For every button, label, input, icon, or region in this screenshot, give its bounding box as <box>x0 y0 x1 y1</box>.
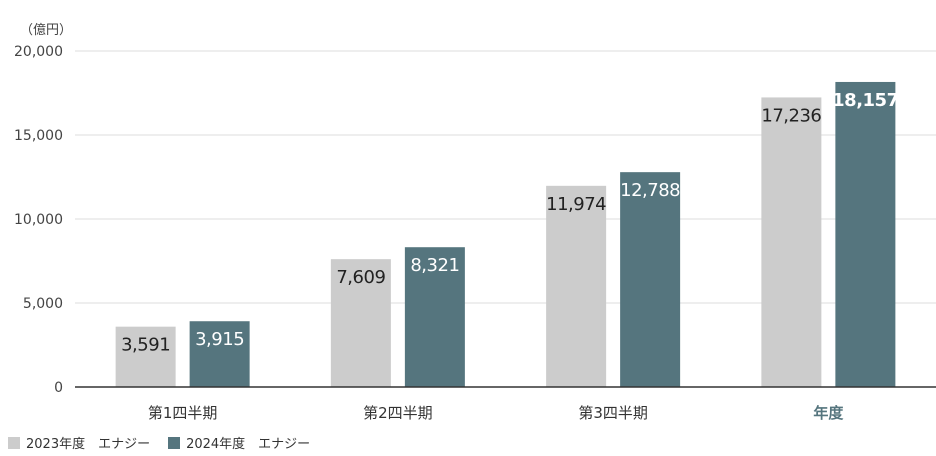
y-tick-label: 0 <box>54 380 63 396</box>
y-tick-label: 10,000 <box>14 212 63 228</box>
bar-2023-1 <box>330 259 391 387</box>
x-category-label: 第2四半期 <box>363 404 433 422</box>
legend-swatch-2023 <box>8 436 20 449</box>
bar-2024-3 <box>835 81 896 387</box>
legend-label-2024: 2024年度 エナジー <box>186 437 311 452</box>
bar-2024-0 <box>189 321 250 387</box>
legend-label-2023: 2023年度 エナジー <box>26 437 151 452</box>
bars <box>115 81 896 387</box>
data-label: 8,321 <box>410 255 459 276</box>
y-axis-ticks: 0 5,000 10,000 15,000 20,000 <box>14 44 63 396</box>
legend-swatch-2024 <box>168 436 181 449</box>
y-axis-unit-label: （億円） <box>20 22 72 38</box>
x-category-label: 第1四半期 <box>148 404 218 422</box>
y-tick-label: 20,000 <box>14 44 63 60</box>
data-labels: 3,591 3,915 7,609 8,321 11,974 12,788 17,236 18… <box>121 90 899 356</box>
data-label: 7,609 <box>336 267 385 288</box>
bar-2023-2 <box>546 185 607 387</box>
x-category-label: 年度 <box>813 404 844 422</box>
data-label: 3,915 <box>195 329 244 350</box>
data-label: 18,157 <box>832 90 898 111</box>
x-category-label: 第3四半期 <box>578 404 648 422</box>
legend-item-2024: 2024年度 エナジー <box>168 433 310 452</box>
x-axis-categories: 第1四半期 第2四半期 第3四半期 年度 <box>148 404 845 422</box>
bar-2024-1 <box>404 247 465 387</box>
data-label: 11,974 <box>546 194 606 215</box>
y-tick-label: 5,000 <box>23 296 63 312</box>
bar-2024-2 <box>620 172 681 387</box>
legend-item-2023: 2023年度 エナジー <box>8 433 150 452</box>
data-label: 12,788 <box>620 180 680 201</box>
data-label: 17,236 <box>761 105 821 126</box>
bar-2023-3 <box>761 97 822 387</box>
data-label: 3,591 <box>121 335 170 356</box>
y-tick-label: 15,000 <box>14 128 63 144</box>
legend: 2023年度 エナジー 2024年度 エナジー <box>8 433 328 452</box>
bar-2023-0 <box>115 326 176 387</box>
